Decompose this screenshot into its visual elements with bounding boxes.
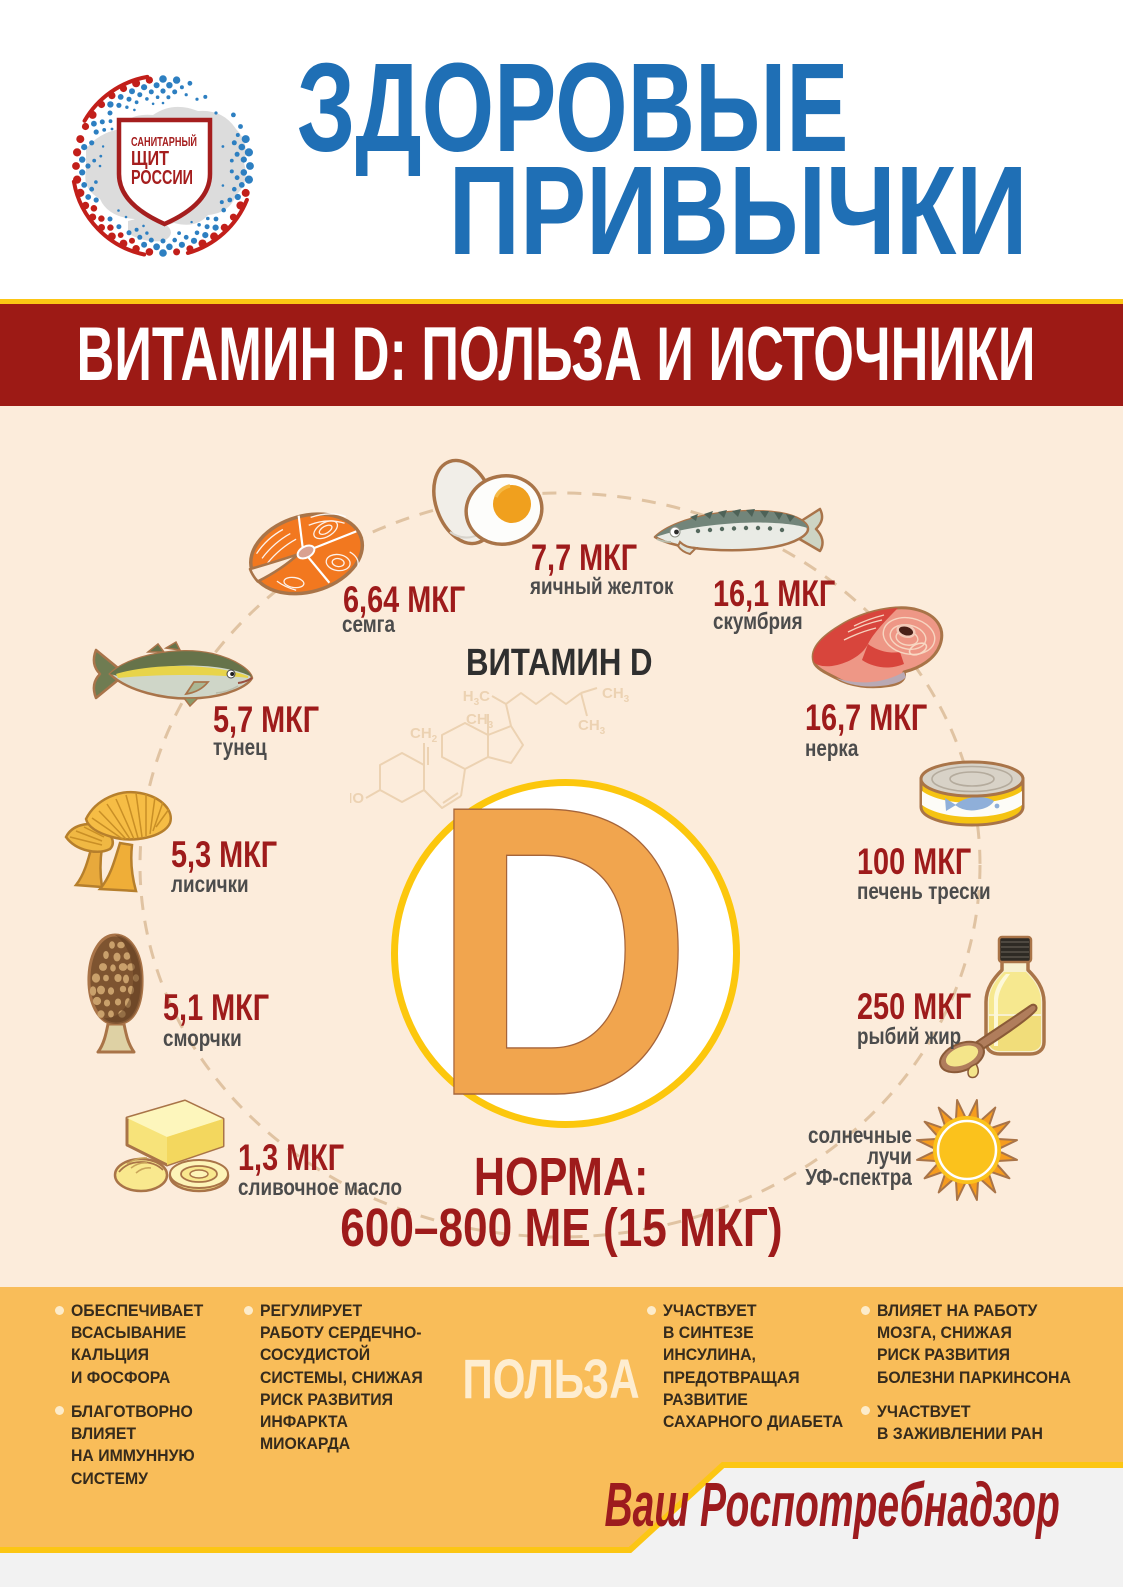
svg-text:ЩИТ: ЩИТ — [131, 148, 169, 170]
svg-text:HO: HO — [350, 790, 364, 807]
svg-text:CH3: CH3 — [602, 685, 630, 705]
svg-text:CH2: CH2 — [410, 725, 438, 745]
svg-text:CH3: CH3 — [466, 711, 494, 731]
svg-text:H3C: H3C — [463, 688, 490, 708]
svg-text:РОССИИ: РОССИИ — [131, 167, 193, 189]
svg-text:САНИТАРНЫЙ: САНИТАРНЫЙ — [131, 134, 197, 149]
svg-text:CH3: CH3 — [578, 717, 606, 737]
